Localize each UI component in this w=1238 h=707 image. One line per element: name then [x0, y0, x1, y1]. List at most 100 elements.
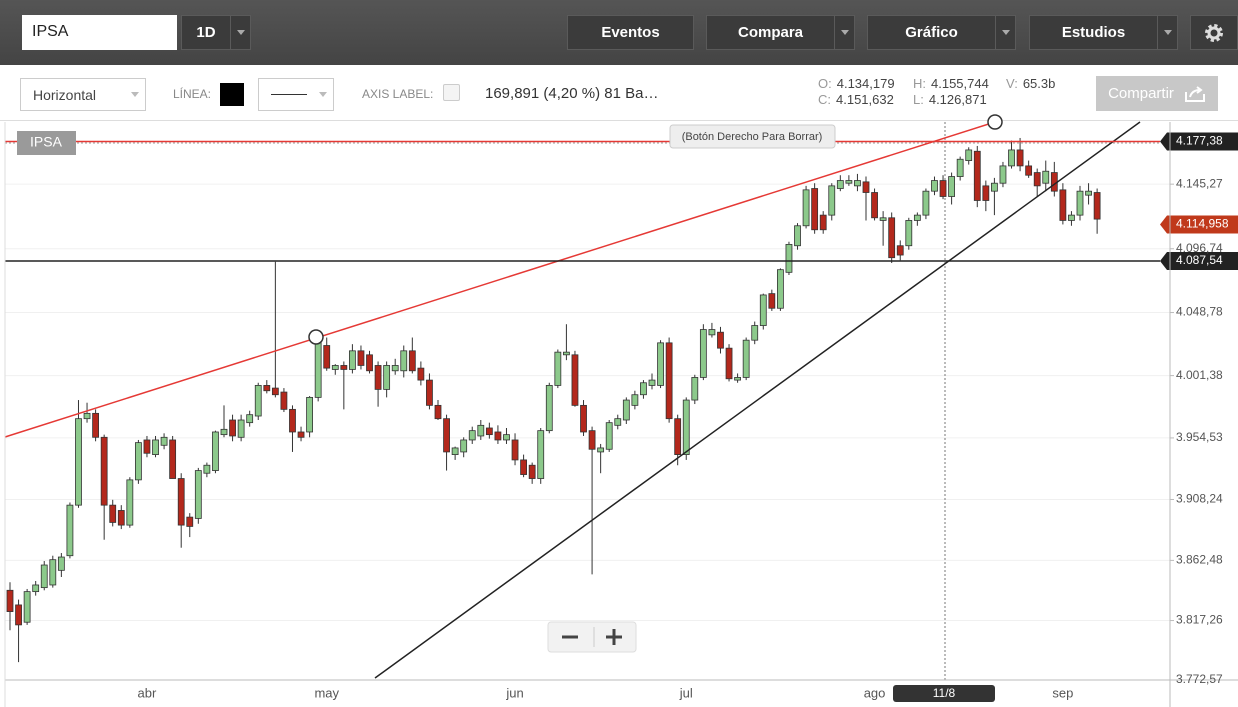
- candle-body: [751, 325, 759, 341]
- price-tag-label: 4.177,38: [1176, 134, 1223, 148]
- y-tick-label: 4.145,27: [1176, 176, 1223, 190]
- candle-body: [956, 158, 964, 177]
- plot-area: [5, 122, 1170, 680]
- candle-body: [40, 564, 48, 589]
- candle-body: [434, 404, 442, 420]
- candle-body: [1008, 149, 1015, 167]
- candle-body: [32, 584, 40, 593]
- candle-body: [6, 589, 14, 612]
- candle-body: [460, 439, 468, 453]
- y-tick-label: 3.954,53: [1176, 430, 1223, 444]
- trend-handle[interactable]: [308, 329, 324, 345]
- candle-body: [742, 339, 750, 378]
- candle-body: [948, 176, 955, 197]
- candle-body: [717, 331, 724, 349]
- candle-body: [665, 342, 673, 420]
- crosshair-label: 11/8: [933, 686, 956, 700]
- candle-body: [939, 180, 947, 197]
- price-tag: [1160, 215, 1238, 234]
- candle-body: [605, 422, 613, 450]
- events-button[interactable]: Eventos: [567, 15, 694, 50]
- quote-close: C: 4.151,632: [818, 92, 894, 107]
- hint-box: [669, 124, 836, 149]
- trend-line[interactable]: [374, 121, 1141, 679]
- candle-body: [246, 414, 254, 424]
- share-icon: [1184, 85, 1205, 102]
- y-tick-label: 3.908,24: [1176, 492, 1223, 506]
- settings-button[interactable]: [1190, 15, 1238, 50]
- candle-body: [965, 149, 973, 161]
- candle-body: [383, 365, 391, 390]
- candle-body: [254, 385, 262, 417]
- candle-body: [528, 464, 536, 479]
- candle-body: [905, 220, 913, 247]
- candle-body: [83, 412, 91, 420]
- crosshair-label-box: [893, 685, 995, 702]
- candle-body: [23, 591, 31, 623]
- share-button[interactable]: Compartir: [1096, 76, 1218, 111]
- candle-body: [554, 351, 562, 386]
- line-style-dropdown[interactable]: [258, 78, 334, 111]
- candle-body: [845, 180, 853, 184]
- candle-body: [503, 434, 510, 441]
- candle-body: [836, 180, 844, 189]
- chart-button[interactable]: Gráfico: [867, 15, 996, 50]
- y-tick-label: 4.096,74: [1176, 241, 1223, 255]
- y-tick-label: 3.772,57: [1176, 672, 1223, 686]
- candle-body: [768, 293, 776, 309]
- studies-button[interactable]: Estudios: [1029, 15, 1158, 50]
- candle-body: [828, 185, 836, 216]
- candle-body: [819, 214, 827, 231]
- candle-body: [794, 225, 801, 247]
- candle-body: [100, 436, 108, 506]
- gear-icon: [1205, 23, 1223, 42]
- y-tick-label: 4.048,78: [1176, 305, 1223, 319]
- price-tag: [1160, 251, 1238, 270]
- candle-body: [1016, 149, 1024, 167]
- axis-label-checkbox[interactable]: [443, 84, 460, 101]
- line-color-swatch[interactable]: [220, 83, 244, 106]
- candle-body: [468, 430, 476, 441]
- x-tick-label: ago: [864, 685, 886, 700]
- candle-body: [443, 418, 450, 453]
- candle-body: [1042, 170, 1050, 184]
- candle-body: [152, 439, 159, 455]
- compare-button[interactable]: Compara: [706, 15, 835, 50]
- candle-body: [879, 217, 887, 221]
- candle-body: [212, 431, 219, 471]
- candle-body: [186, 516, 194, 527]
- candle-body: [297, 431, 305, 438]
- candle-body: [922, 190, 930, 216]
- candle-body: [913, 214, 921, 221]
- candle-body: [785, 243, 793, 273]
- candle-body: [1076, 190, 1084, 216]
- candle-body: [991, 182, 998, 192]
- axis-label-label: AXIS LABEL:: [362, 87, 434, 101]
- orientation-dropdown[interactable]: Horizontal: [20, 78, 146, 111]
- candle-body: [708, 329, 716, 336]
- compare-dropdown[interactable]: [834, 15, 855, 50]
- candle-body: [862, 181, 870, 193]
- candle-body: [725, 347, 733, 380]
- candle-body: [734, 377, 741, 381]
- change-text: 169,891 (4,20 %) 81 Ba…: [485, 85, 659, 102]
- drawing-toolbar: Horizontal LÍNEA: AXIS LABEL: 169,891 (4…: [0, 65, 1238, 121]
- studies-dropdown[interactable]: [1157, 15, 1178, 50]
- candle-body: [117, 510, 125, 526]
- trend-line[interactable]: [4, 121, 996, 438]
- candle-body: [314, 339, 322, 398]
- price-tag-label: 4.087,54: [1176, 253, 1223, 267]
- candle-body: [374, 365, 382, 390]
- candle-body: [580, 404, 587, 433]
- chart-dropdown[interactable]: [995, 15, 1016, 50]
- symbol-input[interactable]: IPSA: [22, 15, 177, 50]
- candle-body: [66, 504, 74, 557]
- candle-body: [648, 379, 656, 386]
- candle-body: [1033, 172, 1041, 187]
- candle-body: [982, 185, 990, 201]
- trend-handle[interactable]: [987, 114, 1003, 130]
- x-tick-label: abr: [138, 685, 157, 700]
- interval-dropdown[interactable]: [230, 15, 251, 50]
- zoom-control: [547, 621, 637, 653]
